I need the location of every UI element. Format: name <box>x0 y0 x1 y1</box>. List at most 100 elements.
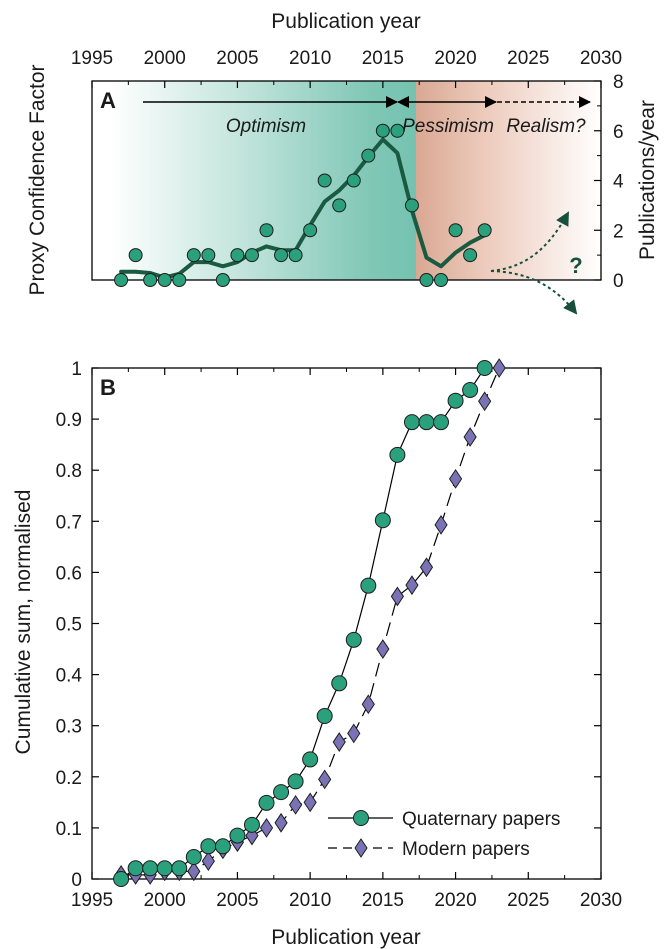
quaternary-papers-point <box>403 414 420 431</box>
quaternary-papers-point <box>185 849 202 866</box>
modern-papers-point <box>405 575 419 596</box>
b-x-tick-label: 2025 <box>507 890 549 911</box>
modern-papers-point <box>434 514 448 535</box>
a-top-tick-label: 2025 <box>507 48 549 69</box>
b-y-tick-label: 1 <box>71 359 82 380</box>
panel-a-right-axis-title: Publications/year <box>636 100 659 260</box>
panel-b-frame <box>91 367 602 880</box>
publication-count-point <box>114 273 129 287</box>
panel-b-letter: B <box>100 375 116 400</box>
quaternary-papers-point <box>447 392 464 409</box>
modern-papers-point <box>361 694 375 715</box>
quaternary-papers-point <box>243 816 260 833</box>
modern-papers-point <box>259 817 274 838</box>
modern-papers-point <box>419 557 434 578</box>
legend-modern-marker <box>354 838 368 858</box>
a-top-tick-label: 2000 <box>144 48 186 69</box>
quaternary-papers-point <box>127 860 144 877</box>
modern-papers-point <box>201 851 215 872</box>
confidence-trend-line <box>119 137 487 280</box>
publication-count-point <box>215 273 230 287</box>
modern-papers-point <box>390 586 405 607</box>
panel-a-top-ticks: 1995 2000 2005 2010 2015 2020 2025 2030 <box>71 48 622 88</box>
a-top-tick-label: 2020 <box>434 48 476 69</box>
quaternary-papers-point <box>214 838 231 855</box>
b-x-tick-label: 2015 <box>362 890 404 911</box>
b-y-tick-label: 0.8 <box>56 461 82 482</box>
publication-count-point <box>201 248 216 263</box>
publication-count-point <box>230 248 245 263</box>
panel-b: 1995 2000 2005 2010 2015 2020 2025 2030 0 0.1 0.2 0… <box>12 358 622 949</box>
quaternary-papers-point <box>258 794 275 811</box>
a-top-tick-label: 1995 <box>71 48 113 69</box>
modern-papers-point <box>332 732 346 752</box>
b-y-tick-label: 0.5 <box>56 615 82 636</box>
legend-quaternary-marker <box>353 810 369 826</box>
a-right-tick-label: 8 <box>613 72 624 93</box>
a-top-tick-label: 2030 <box>580 48 622 69</box>
publication-count-point <box>259 223 274 238</box>
quaternary-papers-point <box>229 827 246 844</box>
modern-papers-point <box>376 639 390 659</box>
publication-count-point <box>186 248 201 263</box>
publication-count-point <box>143 273 158 287</box>
publication-count-point <box>419 273 434 287</box>
quaternary-papers-point <box>360 577 377 594</box>
modern-papers-point <box>318 769 332 790</box>
modern-papers-point <box>448 468 463 489</box>
modern-papers-point <box>274 812 288 833</box>
publication-count-point <box>244 248 259 263</box>
optimism-band <box>111 81 416 280</box>
b-x-tick-label: 2020 <box>434 890 476 911</box>
a-right-tick-label: 2 <box>613 221 624 242</box>
pessimism-band <box>416 81 601 280</box>
legend-modern-label: Modern papers <box>402 839 530 860</box>
panel-b-series <box>113 358 506 887</box>
b-x-tick-label: 2000 <box>144 890 186 911</box>
modern-papers-point <box>478 391 492 412</box>
quaternary-papers-point <box>316 707 333 724</box>
quaternary-papers-point <box>287 773 304 790</box>
future-question-mark: ? <box>569 253 582 278</box>
quaternary-papers-point <box>374 512 391 529</box>
panel-a-right-ticks: 0 2 4 6 8 <box>594 72 624 292</box>
b-y-tick-label: 0.4 <box>56 666 83 687</box>
legend: Quaternary papers Modern papers <box>328 809 560 860</box>
pessimism-label: Pessimism <box>402 116 494 137</box>
publication-count-point <box>375 123 390 138</box>
panel-b-y-axis-title: Cumulative sum, normalised <box>12 490 35 755</box>
b-x-tick-label: 2010 <box>289 890 331 911</box>
b-y-tick-label: 0.7 <box>56 512 82 533</box>
publication-count-point <box>274 248 289 263</box>
quaternary-papers-point <box>156 860 173 877</box>
publication-count-point <box>434 273 449 287</box>
quaternary-papers-point <box>302 751 319 768</box>
legend-quaternary-label: Quaternary papers <box>402 809 560 830</box>
publication-count-point <box>463 248 478 263</box>
b-x-tick-label: 2005 <box>216 890 258 911</box>
a-right-tick-label: 6 <box>613 122 624 143</box>
quaternary-papers-point <box>462 381 479 398</box>
panel-a-letter: A <box>100 88 116 113</box>
panel-a-top-axis-title: Publication year <box>271 10 420 33</box>
modern-papers-point <box>347 723 361 744</box>
quaternary-papers-point <box>113 871 130 887</box>
modern-papers-point <box>492 358 506 378</box>
b-y-tick-label: 0 <box>71 870 82 891</box>
a-top-tick-label: 2010 <box>289 48 331 69</box>
b-y-tick-label: 0.1 <box>56 819 82 840</box>
quaternary-papers-point <box>389 446 406 463</box>
publication-count-point <box>390 123 405 138</box>
publication-count-point <box>477 223 492 238</box>
publication-count-point <box>317 173 332 188</box>
future-down-arrow <box>490 270 578 315</box>
publication-count-point <box>288 248 303 263</box>
a-top-tick-label: 2005 <box>216 48 258 69</box>
b-x-tick-label: 2030 <box>580 890 622 911</box>
b-y-tick-label: 0.9 <box>56 410 82 431</box>
publication-count-point <box>172 273 187 287</box>
quaternary-papers-point <box>476 360 493 376</box>
quaternary-papers-point <box>200 838 217 855</box>
quaternary-papers-point <box>171 860 188 877</box>
